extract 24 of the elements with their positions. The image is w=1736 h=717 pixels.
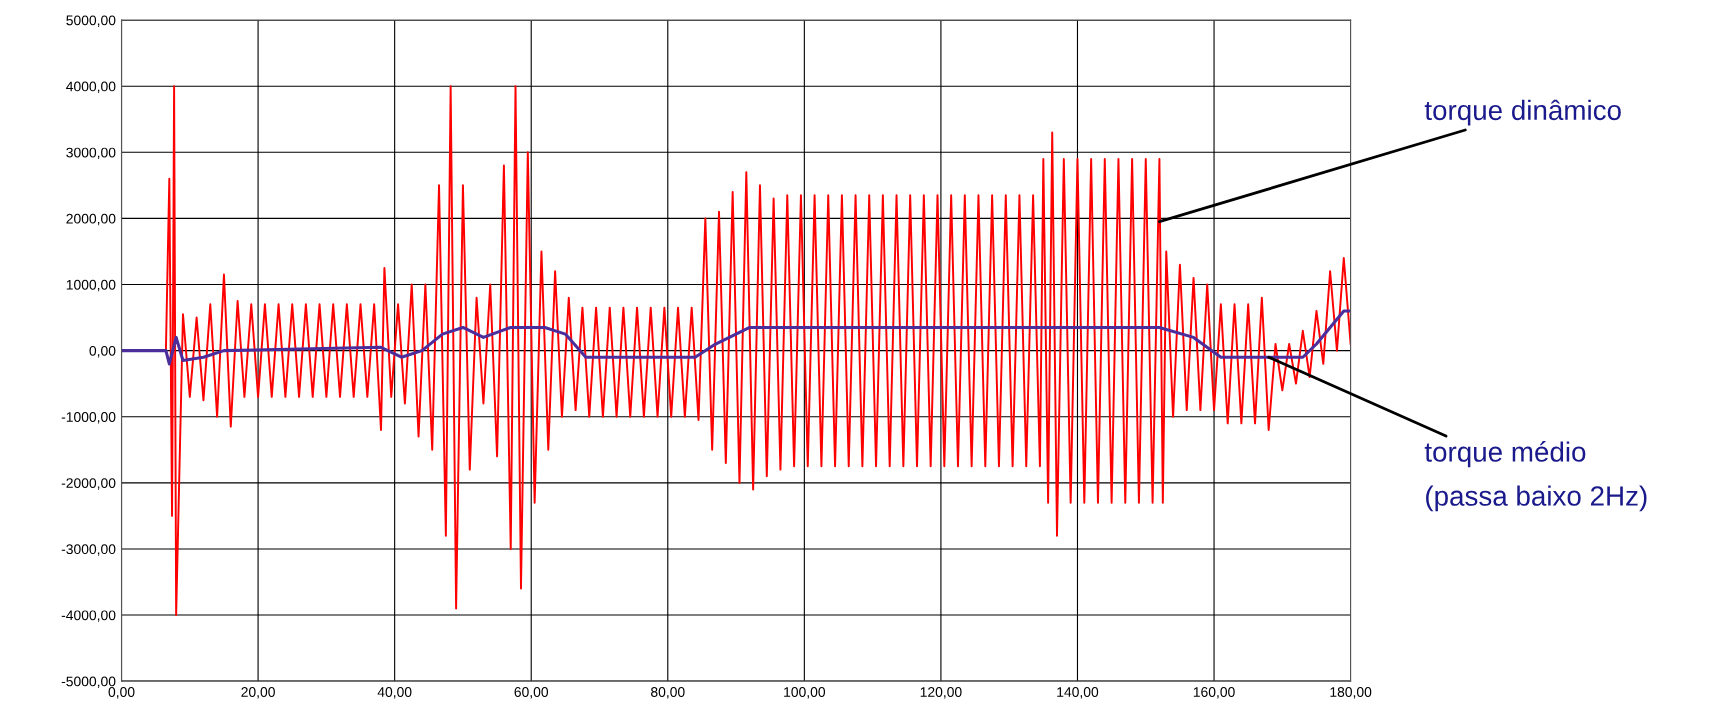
line-series — [121, 309, 1351, 366]
y-tick-label: 4000,00 — [66, 81, 116, 93]
x-tick-label: 80,00 — [651, 687, 685, 699]
annotation: torque médio (passa baixo 2Hz) — [1424, 441, 1647, 512]
y-tick-label: -1000,00 — [61, 412, 116, 424]
y-tick-label: 0,00 — [89, 345, 116, 358]
y-tick-label: -2000,00 — [61, 478, 116, 490]
y-tick-label: 3000,00 — [66, 147, 116, 160]
x-tick-label: 20,00 — [241, 687, 275, 699]
y-tick-label: -3000,00 — [61, 544, 116, 556]
y-tick-label: -4000,00 — [61, 610, 116, 622]
y-tick-label: 5000,00 — [66, 15, 116, 27]
y-tick-label: 1000,00 — [66, 279, 116, 292]
x-tick-label: 60,00 — [514, 687, 549, 699]
y-tick-label: 2000,00 — [66, 213, 116, 226]
y-tick-label: -5000,00 — [61, 676, 116, 688]
x-tick-label: 120,00 — [920, 687, 962, 699]
x-tick-label: 40,00 — [377, 687, 412, 699]
x-tick-label: 160,00 — [1193, 687, 1235, 699]
x-tick-label: 0,00 — [108, 687, 135, 699]
x-tick-label: 180,00 — [1330, 687, 1372, 699]
x-tick-label: 140,00 — [1057, 687, 1099, 699]
x-tick-label: 100,00 — [784, 687, 826, 699]
annotation: torque dinâmico — [1424, 99, 1621, 126]
